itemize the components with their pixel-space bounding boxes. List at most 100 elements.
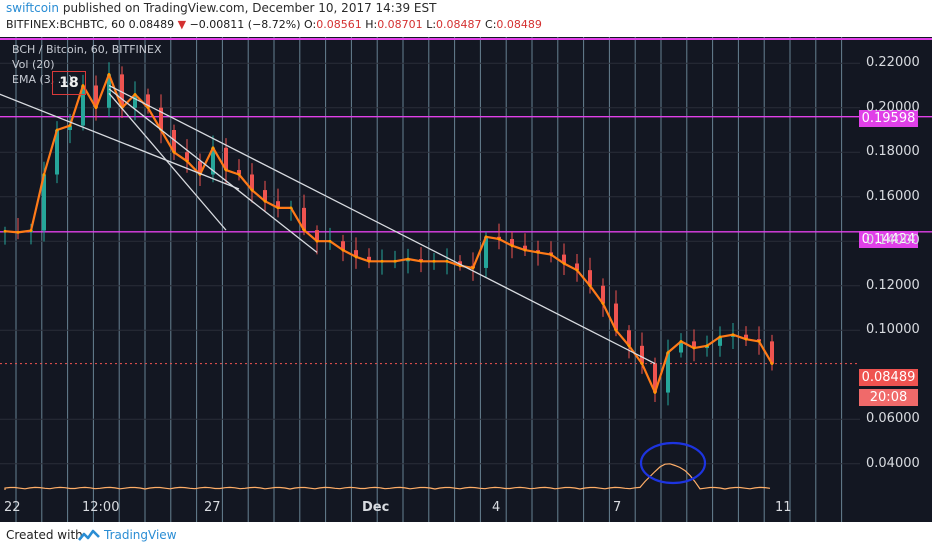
candle-body <box>679 341 683 353</box>
price-point <box>354 255 358 259</box>
created-with-label: Created with <box>6 528 83 542</box>
symbol-quote-line: BITFINEX:BCHBTC, 60 0.08489 ▼ −0.00811 (… <box>6 18 542 31</box>
price-point <box>601 302 605 305</box>
candle-body <box>718 336 722 346</box>
trendline <box>108 84 656 365</box>
low-label: L: <box>426 18 437 31</box>
price-point <box>666 351 670 354</box>
level-lower-tag: 0.14424 <box>859 231 918 248</box>
published-text: published on TradingView.com, December 1… <box>62 1 437 15</box>
price-point <box>536 250 540 254</box>
open-label: O: <box>304 18 317 31</box>
trendline <box>108 92 227 231</box>
candle-body <box>42 174 46 231</box>
y-tick-label: 0.10000 <box>866 322 920 338</box>
price-point <box>393 259 397 263</box>
y-tick-label: 0.06000 <box>866 411 920 427</box>
x-tick-label: 12:00 <box>82 500 120 515</box>
price-point <box>68 124 72 127</box>
y-tick-label: 0.04000 <box>866 455 920 471</box>
price-point <box>692 346 696 350</box>
y-tick-label: 0.14000 <box>866 233 920 249</box>
price-chart[interactable] <box>0 37 932 522</box>
price-point <box>146 106 150 110</box>
price-point <box>237 173 241 176</box>
price-point <box>523 248 527 252</box>
candle-body <box>237 170 241 175</box>
open-value: 0.08561 <box>316 18 362 31</box>
price-point <box>289 206 293 210</box>
price-point <box>3 229 7 233</box>
y-tick-label: 0.16000 <box>866 188 920 204</box>
level-upper-tag: 0.19598 <box>859 110 918 127</box>
candle-body <box>354 250 358 257</box>
candle-body <box>484 236 488 268</box>
high-label: H: <box>365 18 378 31</box>
candle-body <box>185 152 189 162</box>
price-point <box>744 337 748 341</box>
legend-ema[interactable]: EMA (3, ...) <box>12 73 73 86</box>
trendline <box>0 93 240 190</box>
candle-body <box>133 94 137 108</box>
price-point <box>549 253 553 256</box>
x-tick-label: 4 <box>492 500 501 515</box>
price-point <box>445 259 449 263</box>
candle-body <box>458 261 462 266</box>
chart-area[interactable]: BCH / Bitcoin, 60, BITFINEX Vol (20) EMA… <box>0 37 932 522</box>
candle-body <box>588 270 592 286</box>
candle-body <box>627 330 631 346</box>
price-point <box>575 268 579 272</box>
candle-body <box>744 334 748 340</box>
y-tick-label: 0.12000 <box>866 277 920 293</box>
chart-footer: Created with TradingView <box>0 522 932 550</box>
candle-body <box>666 352 670 393</box>
candle-body <box>94 85 98 108</box>
price-point <box>328 239 332 243</box>
candle-body <box>276 201 280 208</box>
price-point <box>432 259 436 263</box>
tradingview-logo-icon <box>78 529 100 541</box>
candle-body <box>367 256 371 262</box>
price-point <box>341 248 345 252</box>
price-point <box>224 168 228 172</box>
counter-badge: 18 <box>52 71 86 95</box>
author-link[interactable]: swiftcoin <box>6 1 59 15</box>
candle-body <box>640 345 644 364</box>
price-point <box>380 259 384 263</box>
trendline <box>108 88 318 253</box>
candle-body <box>224 147 228 171</box>
price-point <box>42 173 46 176</box>
price-point <box>731 333 735 337</box>
price-point <box>510 244 514 248</box>
publish-line: swiftcoin published on TradingView.com, … <box>6 1 436 15</box>
y-tick-label: 0.22000 <box>866 55 920 71</box>
candle-body <box>250 174 254 191</box>
y-tick-label: 0.20000 <box>866 99 920 115</box>
price-point <box>562 262 566 265</box>
volume-annotation-ellipse <box>639 441 707 485</box>
x-tick-label: 7 <box>613 500 622 515</box>
high-value: 0.08701 <box>377 18 423 31</box>
legend-series[interactable]: BCH / Bitcoin, 60, BITFINEX <box>12 43 162 56</box>
price-point <box>770 362 774 366</box>
x-tick-label: 27 <box>204 500 221 515</box>
candle-body <box>81 85 85 126</box>
chart-background <box>0 37 932 522</box>
price-point <box>705 344 709 348</box>
price-point <box>185 159 189 163</box>
price-point <box>367 259 371 263</box>
candle-body <box>601 285 605 304</box>
tradingview-brand[interactable]: TradingView <box>104 528 177 542</box>
candle-body <box>211 147 215 175</box>
price-point <box>55 128 59 132</box>
price-point <box>302 228 306 232</box>
candle-body <box>510 239 514 246</box>
close-label: C: <box>485 18 497 31</box>
candle-body <box>653 363 657 393</box>
candle-body <box>198 161 202 175</box>
change-arrow-icon: ▼ <box>177 18 187 31</box>
price-point <box>406 257 410 261</box>
x-tick-label: 11 <box>775 500 792 515</box>
price-point <box>81 84 85 87</box>
legend-volume[interactable]: Vol (20) <box>12 58 55 71</box>
